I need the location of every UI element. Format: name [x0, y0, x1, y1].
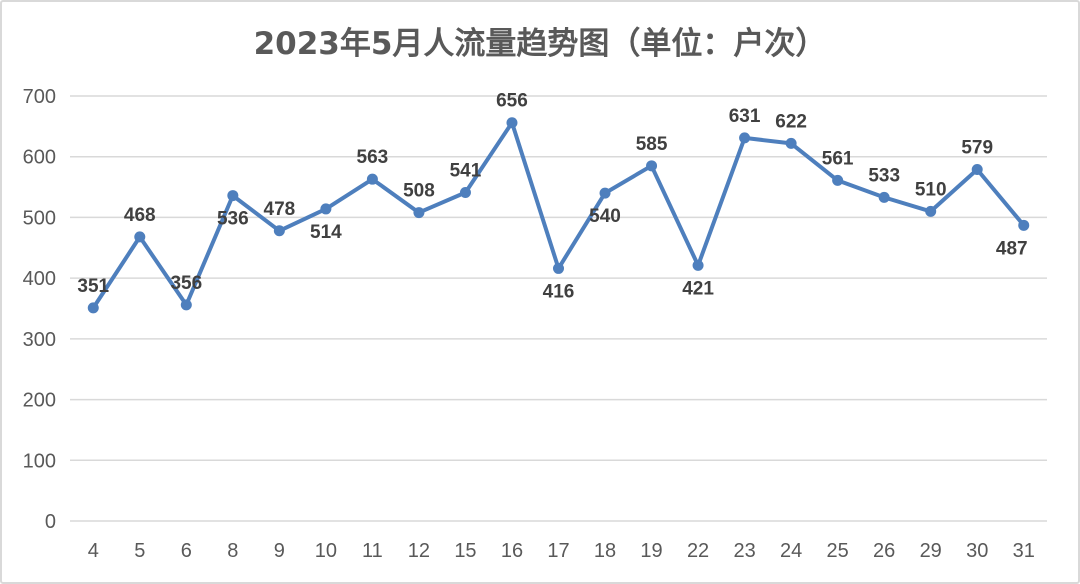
data-label: 561	[822, 148, 854, 169]
data-label: 656	[496, 91, 528, 112]
x-tick-label: 15	[454, 540, 476, 562]
x-tick-label: 17	[547, 540, 569, 562]
x-tick-label: 22	[687, 540, 709, 562]
data-label: 421	[682, 278, 714, 299]
data-point	[925, 205, 937, 217]
x-tick-label: 31	[1013, 540, 1035, 562]
data-label: 631	[729, 106, 761, 127]
data-label: 540	[589, 206, 621, 227]
data-point	[692, 259, 704, 271]
data-label: 514	[310, 222, 342, 243]
y-tick-label: 500	[23, 207, 56, 229]
data-label: 351	[77, 276, 109, 297]
data-label: 487	[996, 238, 1028, 259]
x-tick-label: 18	[594, 540, 616, 562]
y-tick-label: 200	[23, 390, 56, 412]
y-tick-label: 0	[45, 511, 56, 533]
data-point	[366, 173, 378, 185]
data-label: 622	[775, 111, 807, 132]
data-labels: 351 468 356 536 478 514 563 508 541 656 416 540 585 4…	[77, 91, 1027, 303]
x-axis-tick-labels: 4 5 6 8 9 10 11 12 15 16 17 18 19 22 23 24 25 26 29 30 31	[88, 540, 1035, 562]
y-tick-label: 300	[23, 329, 56, 351]
data-label: 508	[403, 181, 435, 202]
data-point	[273, 225, 285, 237]
x-tick-label: 6	[181, 540, 192, 562]
data-point	[459, 187, 471, 199]
x-tick-label: 29	[920, 540, 942, 562]
x-tick-label: 25	[827, 540, 849, 562]
data-point	[134, 231, 146, 243]
y-tick-label: 100	[23, 450, 56, 472]
data-label: 541	[450, 161, 482, 182]
data-point	[832, 174, 844, 186]
data-point	[506, 117, 518, 129]
y-tick-label: 400	[23, 268, 56, 290]
data-point	[1018, 219, 1030, 231]
data-label: 585	[636, 134, 668, 155]
data-point	[739, 132, 751, 144]
data-label: 536	[217, 209, 249, 230]
data-point	[646, 160, 658, 172]
x-tick-label: 16	[501, 540, 523, 562]
x-tick-label: 4	[88, 540, 99, 562]
data-label: 563	[357, 147, 389, 168]
x-tick-label: 26	[873, 540, 895, 562]
x-tick-label: 9	[274, 540, 285, 562]
data-point	[227, 190, 239, 202]
grid-lines	[70, 95, 1047, 522]
data-point	[180, 299, 192, 311]
data-label: 356	[170, 273, 202, 294]
data-point	[413, 207, 425, 219]
data-label: 579	[961, 137, 993, 158]
data-label: 416	[543, 281, 575, 302]
data-point	[599, 187, 611, 199]
x-tick-label: 24	[780, 540, 802, 562]
x-tick-label: 8	[227, 540, 238, 562]
data-label: 533	[868, 165, 900, 186]
data-point	[320, 203, 332, 215]
y-tick-label: 700	[23, 86, 56, 108]
x-tick-label: 19	[640, 540, 662, 562]
data-points	[87, 117, 1030, 314]
x-tick-label: 5	[134, 540, 145, 562]
x-tick-label: 30	[966, 540, 988, 562]
data-point	[971, 163, 983, 175]
data-point	[878, 191, 890, 203]
data-point	[785, 137, 797, 149]
x-tick-label: 12	[408, 540, 430, 562]
x-tick-label: 23	[733, 540, 755, 562]
x-tick-label: 11	[362, 540, 383, 562]
data-point	[87, 302, 99, 314]
y-tick-label: 600	[23, 147, 56, 169]
data-point	[553, 262, 564, 274]
data-label: 478	[264, 199, 296, 220]
chart-title: 2023年5月人流量趋势图（单位：户次）	[253, 26, 827, 62]
x-tick-label: 10	[315, 540, 337, 562]
data-label: 510	[915, 179, 947, 200]
data-label: 468	[124, 205, 156, 226]
y-axis-tick-labels: 0 100 200 300 400 500 600 700	[23, 86, 56, 533]
